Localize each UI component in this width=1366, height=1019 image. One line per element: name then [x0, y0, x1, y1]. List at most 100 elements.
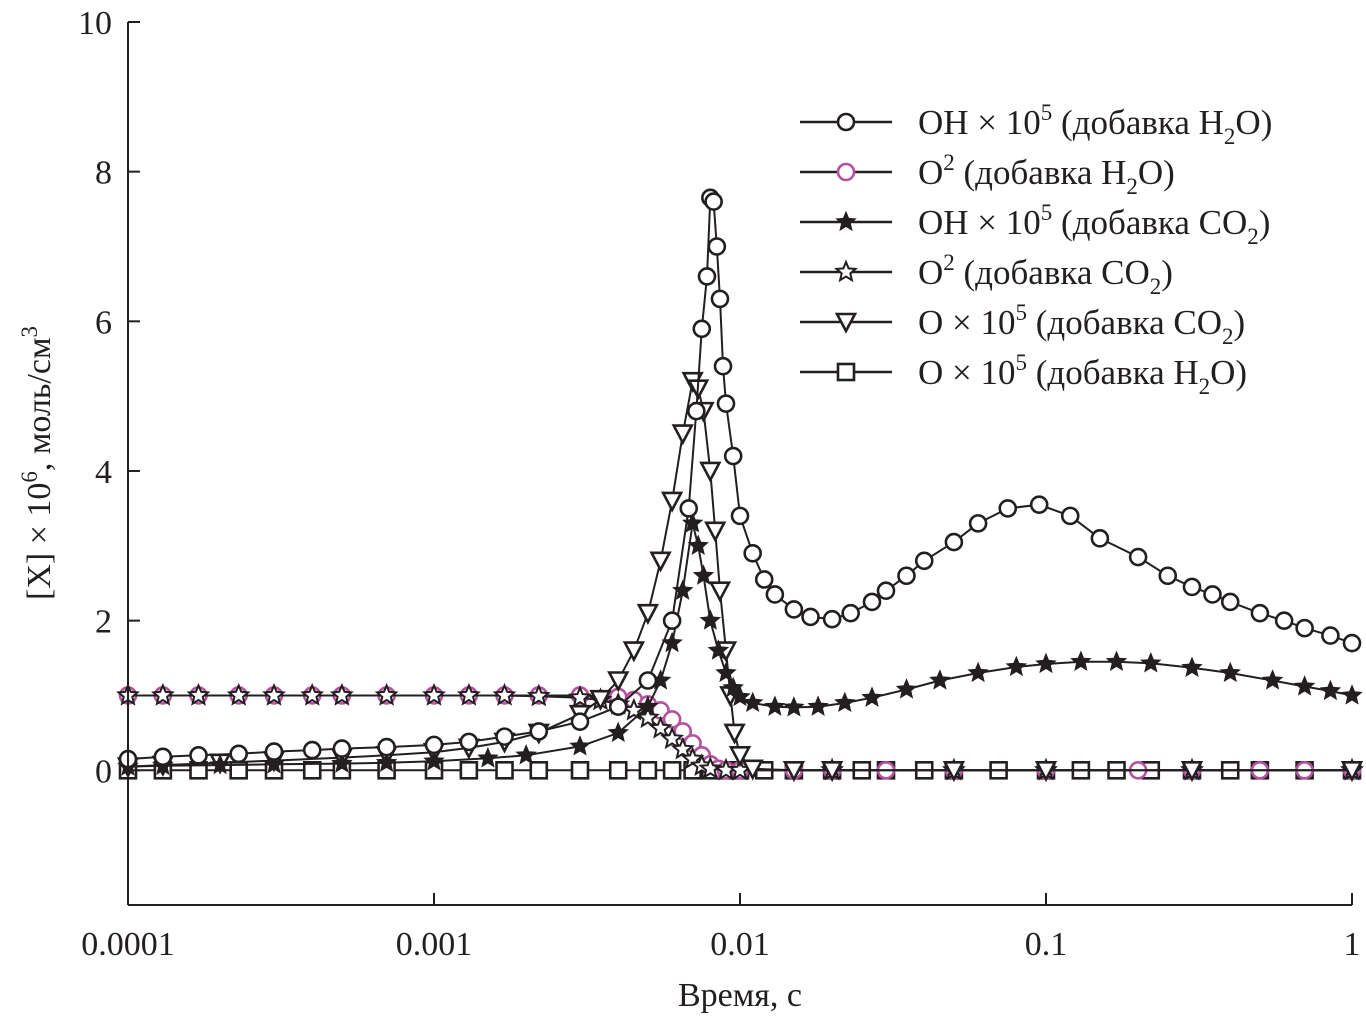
legend-marker-icon: [836, 112, 856, 132]
data-point: [302, 761, 322, 780]
data-point: [692, 564, 715, 585]
data-point: [229, 744, 248, 764]
legend-item: O2 (добавка CO2): [800, 250, 1173, 299]
data-point: [801, 607, 820, 627]
data-point: [636, 603, 660, 625]
legend-item: OH × 105 (добавка CO2): [800, 200, 1270, 249]
y-tick-label: 2: [95, 604, 112, 641]
data-point: [784, 600, 804, 619]
data-point: [1293, 675, 1316, 696]
legend-label: O × 105 (добавка CO2): [918, 300, 1245, 349]
series-0: [118, 188, 1362, 769]
data-point: [713, 356, 733, 376]
data-point: [895, 678, 918, 699]
data-point: [529, 722, 549, 741]
data-point: [1261, 669, 1284, 690]
data-point: [264, 742, 284, 761]
data-point: [1250, 603, 1270, 623]
data-point: [1035, 652, 1057, 674]
data-point: [1341, 684, 1363, 705]
data-point: [153, 747, 173, 767]
data-point: [589, 689, 612, 711]
data-point: [765, 585, 785, 604]
data-point: [662, 761, 682, 780]
data-point: [741, 691, 764, 713]
data-point: [1105, 650, 1128, 671]
data-point: [459, 732, 479, 752]
y-tick-label: 10: [78, 5, 112, 42]
data-point: [707, 639, 730, 660]
data-point: [1219, 661, 1241, 683]
data-point: [681, 512, 704, 533]
data-point: [1029, 495, 1049, 514]
data-point: [741, 759, 764, 781]
data-point: [374, 682, 399, 706]
data-point: [698, 756, 723, 780]
data-point: [186, 682, 211, 706]
data-point: [570, 761, 590, 780]
data-point: [715, 661, 737, 683]
data-point: [648, 715, 673, 739]
data-point: [423, 749, 445, 771]
data-point: [638, 671, 658, 690]
data-point: [456, 682, 481, 706]
data-point: [944, 532, 964, 552]
data-point: [728, 746, 752, 768]
x-tick-label: 0.1: [1025, 926, 1068, 963]
data-point: [660, 726, 685, 750]
data-point: [1342, 633, 1362, 653]
data-point: [697, 267, 717, 286]
data-point: [998, 499, 1018, 518]
data-point: [1181, 656, 1203, 677]
data-point: [529, 761, 549, 780]
y-tick-label: 4: [95, 454, 112, 491]
data-point: [189, 746, 208, 765]
data-point: [607, 671, 630, 693]
data-point: [1340, 761, 1364, 783]
legend-item: O2 (добавка H2O): [800, 150, 1175, 199]
data-point: [704, 521, 727, 543]
data-point: [692, 319, 712, 339]
data-point: [710, 289, 730, 309]
y-axis-title: [X] × 106, моль/см3: [17, 326, 58, 600]
data-point: [662, 611, 682, 630]
data-point: [876, 581, 896, 601]
data-point: [1182, 577, 1202, 597]
y-tick-label: 0: [95, 753, 112, 790]
legend-label: O2 (добавка CO2): [918, 250, 1173, 299]
data-point: [1180, 761, 1204, 783]
data-point: [300, 682, 325, 706]
data-point: [375, 751, 398, 772]
data-point: [495, 727, 514, 746]
data-point: [707, 237, 727, 256]
data-point: [649, 551, 672, 573]
data-point: [671, 424, 694, 446]
data-point: [716, 394, 736, 413]
data-point: [834, 691, 856, 713]
data-point: [968, 514, 988, 533]
legend-label: OH × 105 (добавка CO2): [918, 200, 1270, 249]
data-point: [1128, 547, 1148, 567]
y-tick-label: 8: [95, 155, 112, 192]
x-tick-label: 0.001: [396, 926, 473, 963]
data-point: [897, 566, 916, 586]
data-point: [1005, 655, 1028, 677]
data-point: [622, 641, 646, 663]
plot-series: [116, 188, 1364, 783]
data-point: [862, 592, 882, 612]
series-2: [117, 512, 1363, 776]
legend: OH × 105 (добавка H2O)O2 (добавка H2O)OH…: [800, 100, 1272, 399]
data-point: [841, 603, 860, 623]
data-point: [699, 609, 722, 630]
data-point: [302, 740, 322, 760]
legend-marker-icon: [834, 259, 858, 283]
data-point: [1319, 679, 1342, 701]
data-point: [671, 579, 694, 600]
legend-marker-icon: [835, 210, 857, 232]
data-point: [764, 695, 786, 716]
data-point: [942, 761, 966, 783]
data-point: [1274, 611, 1294, 630]
data-point: [377, 737, 396, 757]
data-point: [1295, 618, 1314, 638]
